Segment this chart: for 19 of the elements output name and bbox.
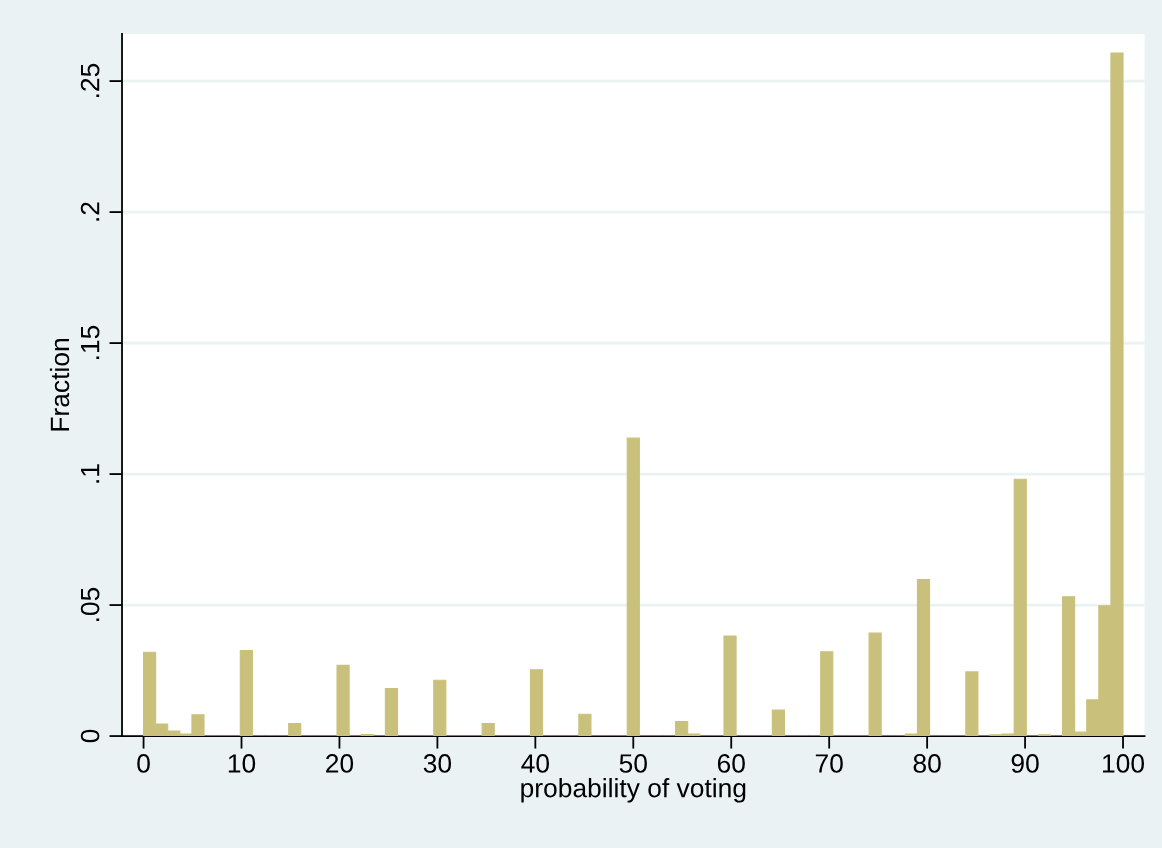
- y-axis-title: Fraction: [49, 339, 70, 431]
- x-axis-title: probability of voting: [521, 778, 746, 803]
- y-tick-label: .1: [81, 464, 100, 483]
- y-tick-label: .05: [80, 587, 100, 621]
- y-tick-label: .15: [81, 325, 100, 360]
- y-tick-label: .2: [80, 202, 100, 221]
- x-tick-label: 60: [717, 754, 745, 773]
- x-tick-label: 0: [137, 754, 150, 773]
- x-tick-label: 40: [521, 754, 549, 773]
- x-tick-label: 90: [1011, 754, 1039, 773]
- x-tick-label: 20: [326, 754, 354, 773]
- y-tick-label: .25: [80, 63, 100, 98]
- y-tick-label: 0: [80, 729, 100, 743]
- x-tick-label: 100: [1103, 754, 1145, 773]
- x-tick-label: 30: [423, 754, 452, 773]
- x-tick-label: 50: [619, 754, 647, 773]
- x-tick-label: 80: [913, 754, 941, 773]
- x-tick-label: 70: [815, 754, 843, 773]
- x-tick-label: 10: [228, 754, 256, 773]
